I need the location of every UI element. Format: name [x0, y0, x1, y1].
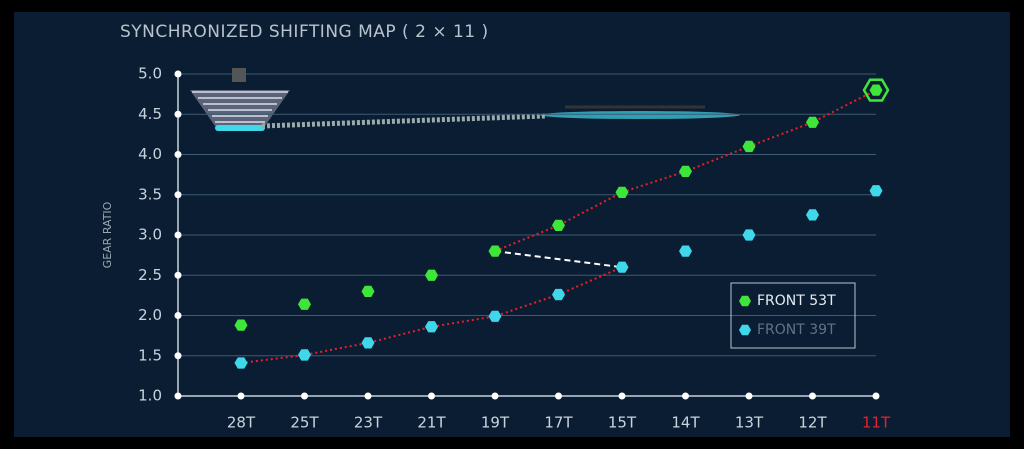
x-tick [428, 392, 435, 400]
legend-swatch [739, 295, 751, 307]
point [552, 288, 565, 301]
point [425, 269, 438, 281]
x-tick [491, 392, 499, 400]
panel [14, 12, 1010, 437]
x-tick [301, 392, 308, 400]
point [361, 285, 375, 297]
point [298, 349, 311, 361]
point [234, 319, 248, 331]
point [298, 298, 311, 310]
point [488, 310, 502, 322]
y-tick [174, 70, 182, 78]
y-tick-label: 5.0 [138, 65, 162, 83]
y-tick-label: 1.0 [138, 387, 162, 405]
point [425, 321, 438, 333]
y-tick-label: 3.0 [138, 226, 162, 244]
y-tick [174, 151, 182, 158]
point [615, 261, 629, 273]
legend-label: FRONT 53T [757, 293, 836, 309]
x-tick [682, 392, 689, 400]
y-tick-label: 2.0 [138, 306, 162, 324]
y-tick [174, 392, 182, 400]
y-tick-label: 1.5 [138, 346, 162, 364]
x-tick-label: 17T [544, 414, 573, 432]
x-tick [237, 392, 245, 400]
x-tick-label: 12T [798, 414, 827, 432]
y-axis-label: GEAR RATIO [101, 201, 114, 268]
y-tick-label: 4.5 [138, 105, 162, 123]
y-tick [174, 271, 182, 279]
point [679, 165, 692, 177]
y-tick [174, 191, 182, 199]
y-tick [174, 110, 182, 118]
y-tick [174, 352, 182, 360]
y-tick [174, 231, 182, 239]
point [488, 245, 502, 257]
y-tick-label: 2.5 [138, 266, 162, 284]
y-tick-label: 3.5 [138, 185, 162, 203]
point [806, 116, 819, 128]
legend-box [730, 282, 856, 349]
point [234, 357, 248, 369]
shift-crossover [494, 250, 623, 269]
y-tick [174, 312, 182, 319]
x-tick-label: 19T [481, 414, 510, 432]
x-tick [618, 392, 626, 400]
point [869, 84, 883, 96]
x-tick-label: 13T [735, 414, 764, 432]
point [679, 245, 692, 257]
x-tick-label: 15T [608, 414, 637, 432]
y-tick-label: 4.0 [138, 145, 162, 163]
x-tick [555, 392, 562, 400]
point [742, 229, 756, 241]
point [615, 186, 629, 198]
point [742, 140, 756, 153]
x-tick-label: 11T [862, 414, 891, 432]
x-tick-label: 23T [354, 414, 383, 432]
x-tick [809, 392, 816, 400]
point [361, 337, 375, 349]
legend-label: FRONT 39T [757, 322, 836, 338]
x-tick [364, 392, 372, 400]
x-tick [745, 392, 753, 400]
point [869, 185, 883, 197]
drivetrain-illustration [190, 68, 740, 131]
x-tick-label: 25T [290, 414, 319, 432]
x-tick-label: 14T [671, 414, 700, 432]
point [552, 219, 565, 231]
x-tick [872, 392, 880, 400]
highlight-ring [862, 78, 890, 102]
legend-swatch [739, 324, 751, 336]
chart-title: SYNCHRONIZED SHIFTING MAP ( 2 × 11 ) [120, 22, 489, 42]
point [806, 209, 819, 221]
x-tick-label: 21T [417, 414, 446, 432]
x-tick-label: 28T [227, 414, 256, 432]
